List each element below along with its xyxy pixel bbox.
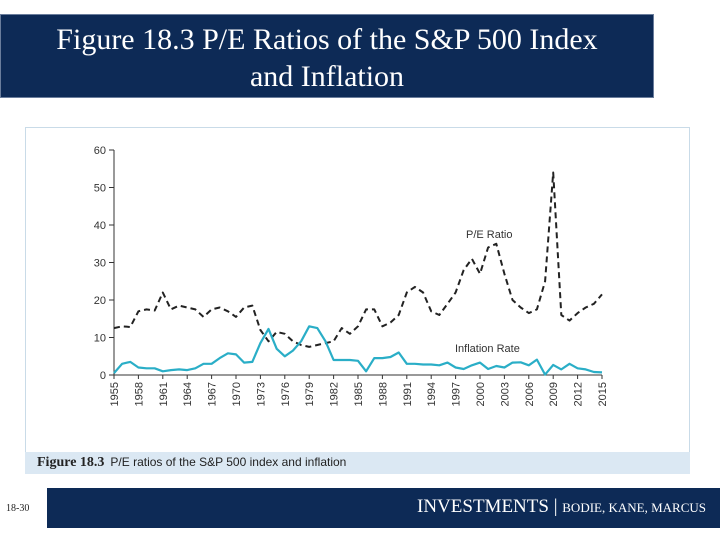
x-tick-label: 1985 xyxy=(353,382,365,406)
caption-strip xyxy=(25,452,690,474)
x-tick-label: 1967 xyxy=(207,382,219,406)
footer-book-title: INVESTMENTS xyxy=(417,496,549,517)
y-tick-label: 40 xyxy=(94,220,106,232)
slide-title: Figure 18.3 P/E Ratios of the S&P 500 In… xyxy=(0,14,654,98)
footer-bar xyxy=(47,488,720,528)
x-tick-label: 1970 xyxy=(231,382,243,406)
figure-label: Figure 18.3 xyxy=(37,455,105,470)
footer-credit: INVESTMENTS | BODIE, KANE, MARCUS xyxy=(417,496,706,518)
x-tick-label: 2015 xyxy=(597,382,609,406)
footer-authors: BODIE, KANE, MARCUS xyxy=(562,500,706,515)
slide-title-line-1: Figure 18.3 P/E Ratios of the S&P 500 In… xyxy=(56,23,598,56)
x-tick-label: 1988 xyxy=(377,382,389,406)
x-tick-label: 1994 xyxy=(426,382,438,406)
x-tick-label: 2012 xyxy=(573,382,585,406)
pe-ratio-label: P/E Ratio xyxy=(466,229,512,241)
y-tick-label: 20 xyxy=(94,295,106,307)
x-tick-label: 2003 xyxy=(499,382,511,406)
pe-ratio-line xyxy=(113,171,603,348)
x-tick-label: 1997 xyxy=(451,382,463,406)
y-tick-label: 30 xyxy=(94,258,106,270)
inflation-rate-label: Inflation Rate xyxy=(455,343,520,355)
x-tick-label: 2009 xyxy=(548,382,560,406)
x-tick-label: 1979 xyxy=(304,382,316,406)
figure-caption-text: P/E ratios of the S&P 500 index and infl… xyxy=(110,455,347,469)
y-tick-label: 0 xyxy=(100,370,106,382)
y-tick-label: 50 xyxy=(94,183,106,195)
page-number: 18-30 xyxy=(6,503,30,514)
footer-separator: | xyxy=(548,496,563,517)
slide-title-line-2: and Inflation xyxy=(249,60,405,93)
x-tick-label: 1955 xyxy=(109,382,121,406)
x-tick-label: 2000 xyxy=(475,382,487,406)
y-tick-label: 60 xyxy=(94,145,106,157)
x-tick-label: 1982 xyxy=(329,382,341,406)
x-tick-label: 1958 xyxy=(133,382,145,406)
inflation-rate-line xyxy=(113,325,603,376)
x-tick-label: 1991 xyxy=(402,382,414,406)
x-tick-label: 2006 xyxy=(524,382,536,406)
x-tick-label: 1973 xyxy=(255,382,267,406)
figure-caption: Figure 18.3 P/E ratios of the S&P 500 ind… xyxy=(37,455,346,471)
x-tick-label: 1964 xyxy=(182,382,194,406)
y-tick-label: 10 xyxy=(94,333,106,345)
figure-panel xyxy=(25,127,690,474)
x-tick-label: 1961 xyxy=(158,382,170,406)
x-tick-label: 1976 xyxy=(280,382,292,406)
